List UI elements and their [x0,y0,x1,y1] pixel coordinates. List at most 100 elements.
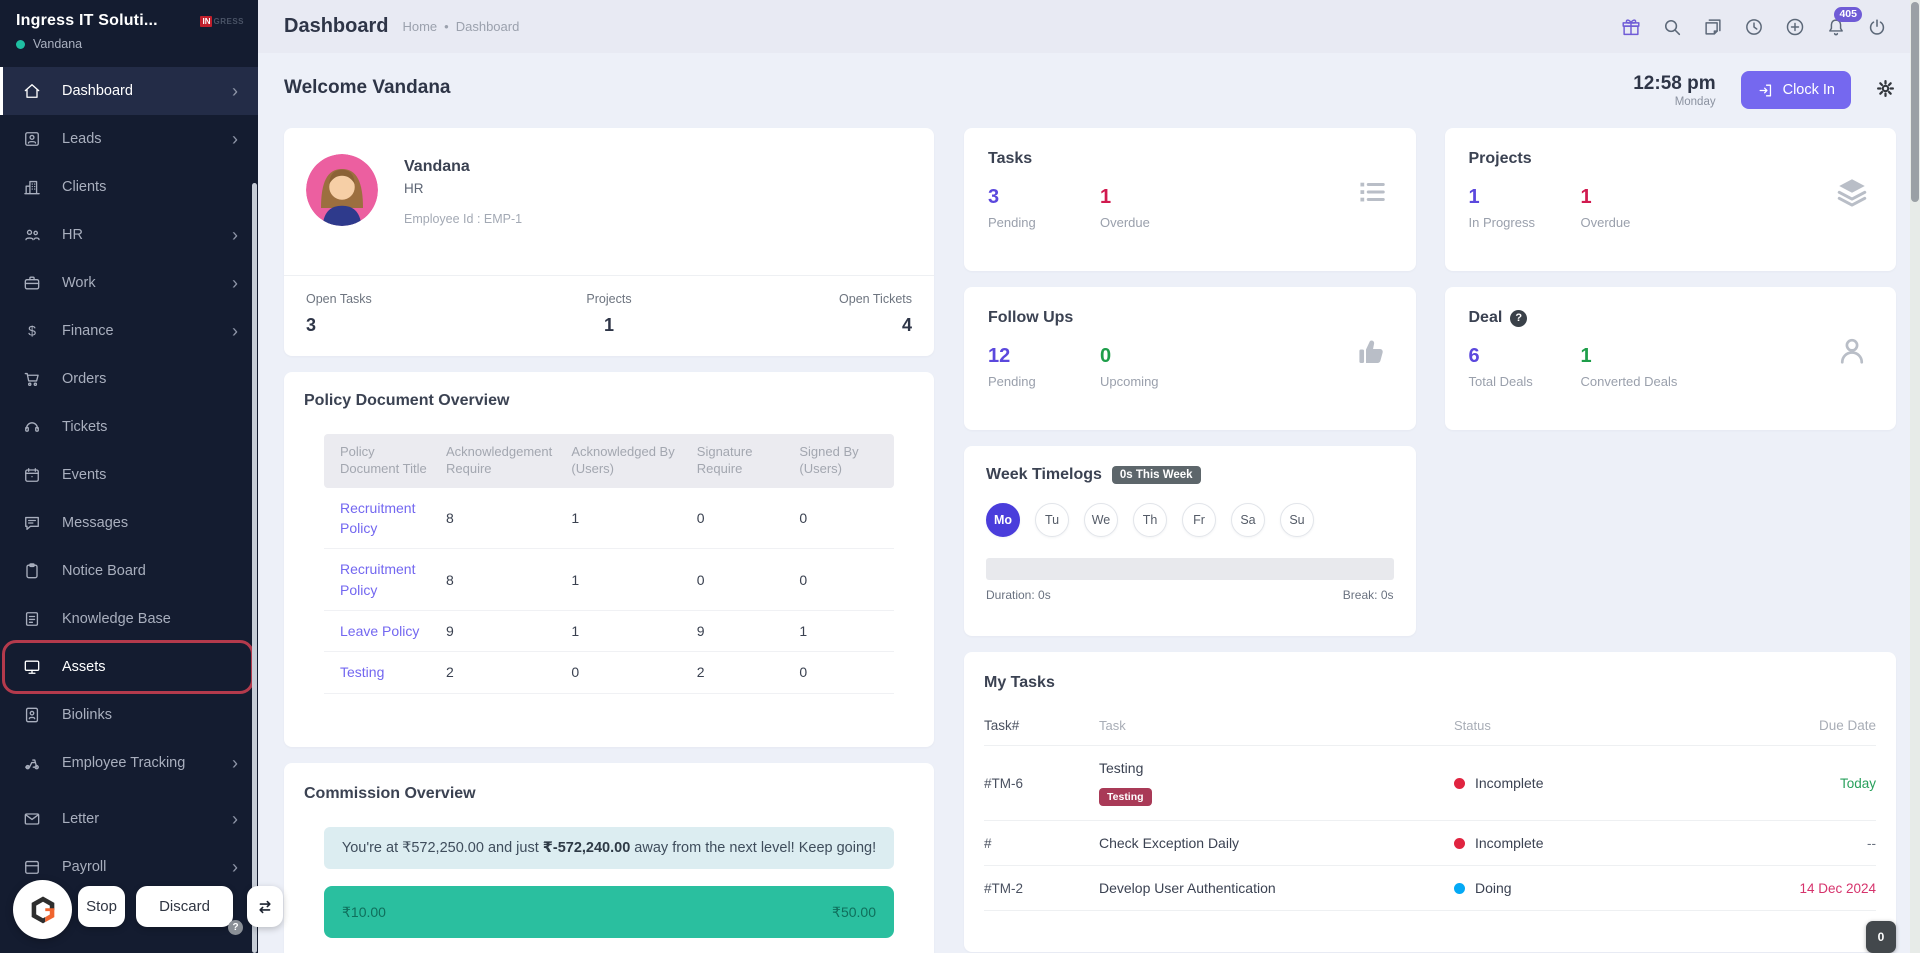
task-name[interactable]: Develop User Authentication [1099,880,1276,896]
weekday-pill[interactable]: Tu [1035,503,1069,537]
page-scrollbar[interactable] [1910,0,1920,953]
sidebar-item[interactable]: Assets [0,640,258,694]
organization-name: Ingress IT Soluti... [16,12,158,29]
sidebar-item[interactable]: HR › [0,211,258,259]
sidebar-item[interactable]: Events [0,451,258,499]
page-scrollbar-thumb[interactable] [1911,2,1919,202]
policy-document-link[interactable]: Recruitment Policy [340,561,416,598]
discard-button[interactable]: Discard [136,886,233,927]
stat-metric: 12 Pending [988,345,1080,389]
topbar-icon-button[interactable] [1618,14,1644,40]
profile-stat-value: 4 [901,315,912,335]
task-name[interactable]: Testing [1099,760,1144,776]
hr-icon [22,225,42,245]
policy-col-header: Acknowledgement Require [438,434,564,488]
clock-in-button[interactable]: Clock In [1740,71,1851,109]
sidebar-item[interactable]: Notice Board [0,547,258,595]
sidebar-item[interactable]: Letter › [0,795,258,843]
dashboard-settings-button[interactable] [1875,78,1896,102]
my-tasks-card: My Tasks Task# Task Status Due Date #TM-… [964,652,1896,952]
topbar-icon-button[interactable] [1741,14,1767,40]
policy-col-header: Acknowledged By (Users) [563,434,689,488]
chevron-right-icon: › [232,809,238,829]
sidebar-item[interactable]: Clients [0,163,258,211]
sidebar-item[interactable]: Employee Tracking › [0,739,258,787]
stat-card: Deal ? 6 Total Deals 1 [1444,287,1896,430]
topbar-icon-button[interactable] [1700,14,1726,40]
sidebar-item-label: Knowledge Base [62,611,171,627]
sidebar-item[interactable]: Leads › [0,115,258,163]
weekday-pill[interactable]: We [1084,503,1118,537]
stat-metric-value: 1 [1580,345,1592,367]
sidebar-item[interactable]: Work › [0,259,258,307]
stat-metric-label: Overdue [1580,215,1631,230]
policy-col-header: Signed By (Users) [791,434,894,488]
sidebar-item-label: Clients [62,179,107,195]
counter-badge[interactable]: 0 [1866,921,1896,953]
sidebar-item-label: Letter [62,811,100,827]
profile-name: Vandana [404,158,470,175]
logout-icon [1866,16,1888,38]
stat-card-title: Tasks [988,150,1033,167]
profile-stat-label: Projects [586,292,632,306]
profile-stat-label: Open Tasks [306,292,372,306]
policy-ack-require: 8 [438,487,564,550]
sidebar-item[interactable]: Knowledge Base [0,595,258,643]
help-bubble[interactable]: ? [228,920,243,935]
task-row[interactable]: # Check Exception Daily Incomplete [984,821,1876,866]
notice-board-icon [22,561,42,581]
policy-table-row: Recruitment Policy 8 1 0 0 [324,487,894,550]
recorder-logo-button[interactable] [13,880,72,939]
stop-button[interactable]: Stop [78,886,125,927]
policy-signed-by: 0 [791,548,894,611]
task-row[interactable]: #TM-6 Testing Testing Incomplete [984,746,1876,821]
week-timelogs-title: Week Timelogs [986,466,1102,483]
policy-document-link[interactable]: Testing [340,664,385,681]
biolinks-icon [22,705,42,725]
content: Welcome Vandana 12:58 pm Monday Clock In [258,53,1920,953]
stat-metric: 3 Pending [988,186,1080,230]
topbar-icons: 405 [1618,6,1890,40]
stat-metric-value: 1 [1580,186,1592,208]
policy-document-overview-card: Policy Document Overview Policy Document… [284,372,934,747]
sidebar-item[interactable]: Payroll › [0,843,258,891]
notification-count-badge: 405 [1834,6,1862,22]
help-icon[interactable]: ? [1510,309,1528,327]
policy-sign-require: 2 [688,651,792,694]
policy-document-link[interactable]: Leave Policy [340,622,420,639]
swap-button[interactable] [247,886,283,927]
task-name[interactable]: Check Exception Daily [1099,835,1240,851]
policy-signed-by: 1 [791,610,894,653]
stat-card-title: Follow Ups [988,309,1074,326]
topbar-icon-button[interactable] [1782,14,1808,40]
sidebar-item[interactable]: Tickets [0,403,258,451]
sidebar-item[interactable]: Dashboard › [0,67,258,115]
stat-card: Tasks 3 Pending 1 [964,128,1416,271]
weekday-pill[interactable]: Mo [986,503,1020,537]
policy-document-link[interactable]: Recruitment Policy [340,499,416,537]
stat-metric-label: Upcoming [1100,374,1159,389]
duration-label: Duration: 0s [986,588,1051,602]
weekday-pill[interactable]: Fr [1182,503,1216,537]
sidebar-item[interactable]: Finance › [0,307,258,355]
weekday-pill[interactable]: Su [1280,503,1314,537]
weekday-pill[interactable]: Sa [1231,503,1265,537]
task-due-date: Today [1839,775,1876,791]
brand-logo-icon [26,893,60,927]
task-due-date: -- [1867,835,1876,851]
home-icon [22,81,42,101]
weekday-pill[interactable]: Th [1133,503,1167,537]
sidebar-item-label: Messages [62,515,129,531]
topbar-icon-button[interactable] [1659,14,1685,40]
topbar-icon-button[interactable] [1864,14,1890,40]
breadcrumb-home[interactable]: Home [402,19,438,34]
avatar [306,154,378,226]
sidebar-scrollbar[interactable] [252,183,257,953]
sidebar-item[interactable]: Biolinks [0,691,258,739]
thumbs-up-icon [1354,333,1390,374]
topbar-icon-button[interactable]: 405 [1823,6,1862,40]
sidebar-item[interactable]: Orders [0,355,258,403]
policy-ack-by: 1 [563,548,689,611]
sidebar-item[interactable]: Messages [0,499,258,547]
task-row[interactable]: #TM-2 Develop User Authentication Doing [984,866,1876,911]
